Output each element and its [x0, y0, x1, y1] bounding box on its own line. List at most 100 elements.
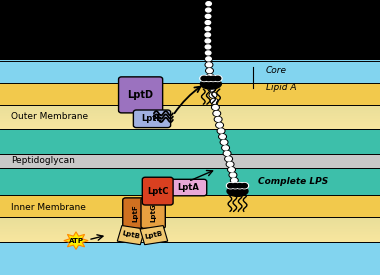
Circle shape	[205, 56, 212, 62]
Circle shape	[231, 183, 239, 189]
Circle shape	[233, 184, 238, 188]
Circle shape	[211, 99, 217, 103]
Circle shape	[206, 68, 213, 73]
Bar	[0, 219, 380, 220]
Bar	[0, 106, 380, 107]
Circle shape	[240, 183, 249, 189]
Circle shape	[228, 167, 235, 172]
Bar	[0, 218, 380, 219]
Circle shape	[221, 140, 227, 144]
Ellipse shape	[227, 186, 248, 196]
Bar	[0, 121, 380, 122]
Circle shape	[213, 111, 220, 116]
Text: Outer Membrane: Outer Membrane	[11, 112, 89, 121]
Bar	[0, 111, 380, 112]
Bar	[0, 239, 380, 240]
Bar	[0, 241, 380, 242]
Circle shape	[204, 7, 212, 13]
Bar	[0, 125, 380, 126]
Text: LptE: LptE	[141, 114, 163, 123]
Circle shape	[236, 183, 244, 189]
Bar	[0, 105, 380, 106]
Bar	[0, 230, 380, 231]
Bar	[0, 129, 380, 154]
Circle shape	[232, 183, 239, 188]
Circle shape	[206, 8, 211, 12]
Text: Inner Membrane: Inner Membrane	[11, 203, 86, 212]
Ellipse shape	[201, 79, 221, 89]
Text: LptD: LptD	[128, 90, 154, 100]
Circle shape	[220, 135, 225, 139]
Bar	[0, 104, 380, 129]
Bar	[0, 82, 380, 104]
Bar	[0, 110, 380, 111]
Polygon shape	[117, 226, 145, 245]
Circle shape	[214, 117, 222, 122]
Bar	[0, 242, 380, 275]
Circle shape	[206, 2, 211, 6]
Bar	[0, 107, 380, 108]
Bar	[0, 224, 380, 225]
Circle shape	[204, 32, 212, 38]
Bar	[0, 168, 380, 195]
Text: LptG: LptG	[150, 204, 156, 222]
Bar	[0, 228, 380, 229]
Bar	[0, 108, 380, 109]
Circle shape	[213, 105, 218, 109]
Circle shape	[205, 33, 211, 37]
Circle shape	[215, 76, 221, 81]
Circle shape	[205, 1, 212, 6]
Bar	[0, 238, 380, 239]
Text: Complete LPS: Complete LPS	[258, 177, 329, 186]
FancyBboxPatch shape	[119, 77, 163, 113]
Bar	[0, 114, 380, 115]
Bar	[0, 112, 380, 113]
Circle shape	[216, 122, 223, 128]
Circle shape	[204, 13, 212, 19]
Circle shape	[206, 51, 211, 55]
Circle shape	[222, 145, 230, 151]
Circle shape	[204, 26, 212, 31]
Bar	[0, 154, 380, 168]
Circle shape	[201, 76, 207, 81]
FancyBboxPatch shape	[123, 198, 147, 228]
Bar	[0, 229, 380, 230]
Circle shape	[231, 178, 238, 183]
Polygon shape	[140, 226, 168, 245]
Bar	[0, 236, 380, 237]
Bar	[0, 0, 380, 60]
Bar	[0, 232, 380, 233]
Bar	[0, 116, 380, 117]
Text: Core: Core	[266, 66, 287, 75]
Circle shape	[214, 75, 222, 81]
Circle shape	[206, 76, 212, 81]
Circle shape	[208, 86, 216, 92]
Bar	[0, 127, 380, 128]
Circle shape	[228, 183, 234, 188]
Circle shape	[205, 21, 211, 24]
Circle shape	[220, 139, 228, 145]
Bar	[0, 226, 380, 227]
Circle shape	[205, 45, 211, 49]
Text: ATP: ATP	[68, 238, 84, 244]
Circle shape	[206, 63, 212, 67]
Circle shape	[205, 62, 213, 68]
Bar	[0, 234, 380, 235]
Circle shape	[227, 162, 233, 166]
Circle shape	[207, 80, 215, 85]
Circle shape	[205, 27, 211, 31]
Circle shape	[223, 151, 231, 156]
Circle shape	[209, 92, 217, 98]
Circle shape	[210, 76, 216, 81]
Bar	[0, 123, 380, 124]
Bar	[0, 223, 380, 224]
Circle shape	[206, 57, 211, 61]
Bar	[0, 122, 380, 123]
Circle shape	[219, 134, 226, 139]
FancyBboxPatch shape	[141, 198, 165, 228]
Circle shape	[215, 117, 221, 121]
Circle shape	[200, 75, 208, 81]
Circle shape	[217, 128, 225, 134]
Bar	[0, 119, 380, 120]
Circle shape	[231, 178, 237, 182]
